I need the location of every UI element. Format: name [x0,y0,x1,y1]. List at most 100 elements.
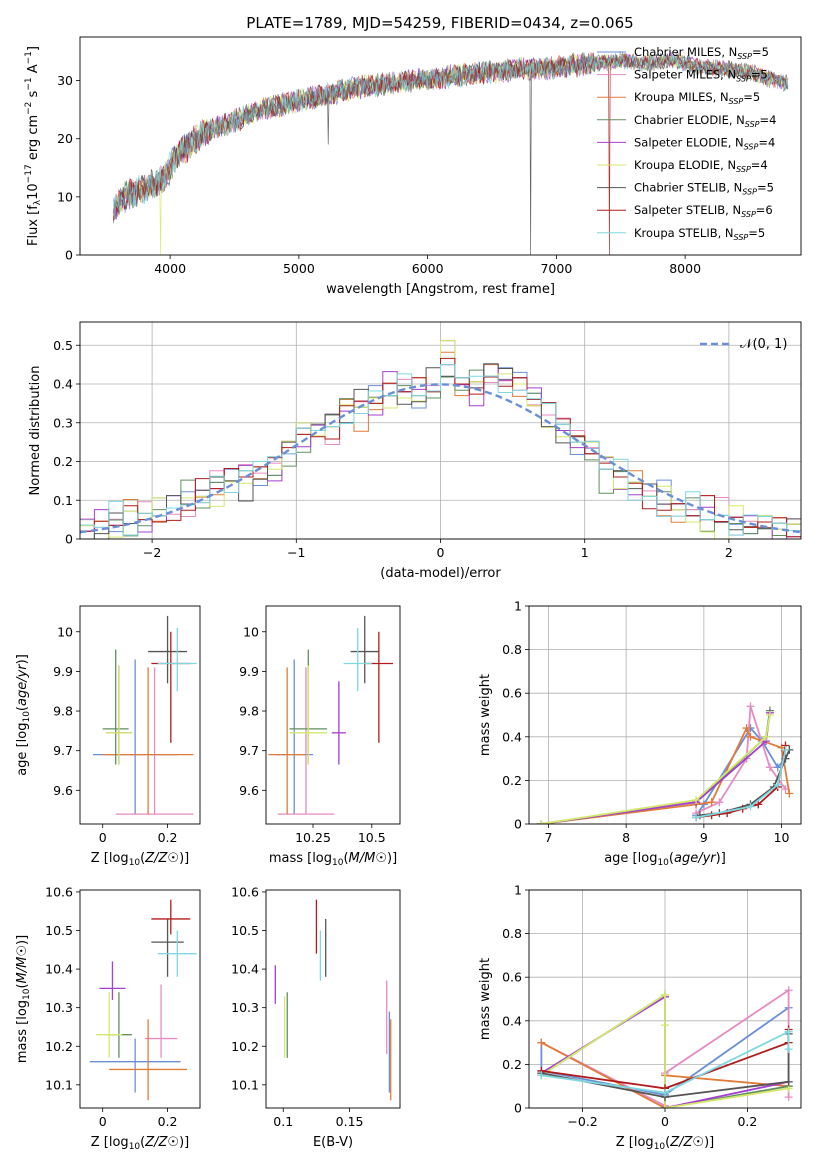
y-tick-label: 0 [65,532,73,547]
y-tick-label: 10.2 [45,1039,73,1054]
y-tick-label: 0.6 [502,686,522,701]
legend-entry: Kroupa MILES, NSSP=5 [634,90,760,106]
legend-entry: Kroupa ELODIE, NSSP=4 [634,158,768,174]
label-part: 10 [129,858,141,868]
label-part: Z [log [616,1135,654,1150]
label-part: =5 [751,68,768,82]
label-part: SSP [734,233,749,242]
x-tick-label: 0.2 [737,1114,757,1129]
weight-line-kroupa-elodie [540,714,771,824]
label-part: Flux [f [26,205,41,246]
y-tick-label: 10.1 [231,1077,259,1092]
y-tick-label: 10 [243,624,259,639]
x-tick-label: 0.1 [273,1114,293,1129]
label-part: Z [log [91,851,129,866]
y-tick-label: 9.9 [53,664,73,679]
plot-area [537,986,793,1108]
label-part: ( [343,851,348,866]
label-part: Chabrier ELODIE, N [634,113,745,127]
label-part: )] [15,654,30,664]
y-tick-label: 0.6 [502,970,522,985]
label-part: =6 [756,203,773,217]
x-tick-label: 7 [544,830,552,845]
weight-marker [661,990,669,999]
x-tick-label: −2 [143,545,161,560]
weight-marker [784,1077,793,1086]
label-part: −17 [24,164,34,183]
weight-marker [784,986,793,995]
weight-marker [707,798,716,807]
label-part: =5 [752,45,769,59]
legend-entry: 𝒩(0, 1) [740,337,787,352]
label-part: Kroupa STELIB, N [634,226,734,240]
weight-marker [661,1021,669,1030]
weight-line-chabrier-stelib [541,1033,790,1099]
x-axis-label: Z [log10(Z/Z☉)] [91,851,189,868]
x-axis-label: wavelength [Angstrom, rest frame] [326,282,555,297]
x-tick-label: 0.2 [158,830,178,845]
plot-area [268,615,393,815]
y-tick-label: 10.6 [231,884,259,899]
x-axis-label: (data-model)/error [380,566,501,581]
weight-line-kroupa-stelib [541,1030,790,1094]
x-tick-label: 0.2 [158,1114,178,1129]
y-axis-label: mass weight [478,674,493,756]
label-part: ] [26,46,41,51]
y-tick-label: 10.3 [45,1000,73,1015]
y-tick-label: 9.8 [53,704,73,719]
normal-curve [80,383,801,534]
label-part: 10 [654,1142,666,1152]
y-tick-label: 1 [514,599,522,614]
label-part: −1 [24,51,34,64]
label-part: Kroupa ELODIE, N [634,158,736,172]
label-part: ( [15,983,30,988]
plot-area [536,702,794,824]
label-part: erg cm [26,115,41,164]
label-part: )] [704,1135,714,1150]
label-part: SSP [729,97,744,106]
label-part: =5 [748,226,765,240]
weight-marker [773,780,782,789]
x-tick-label: −0.2 [567,1114,597,1129]
y-tick-label: 10 [57,189,73,204]
x-tick-label: 0 [661,1114,669,1129]
label-part: 10 [22,988,32,1000]
weight-marker [537,1071,546,1080]
axes-mass-vs-Z: 0 0.210.110.210.310.410.510.6Z [log10(Z/Z… [15,884,201,1152]
axes-frame [265,889,401,1109]
y-tick-label: 10.2 [231,1039,259,1054]
plot-area [274,899,392,1101]
x-tick-label: 10 [774,830,790,845]
label-part: Z/Z☉ [144,1135,179,1150]
axes-frame [79,36,802,256]
label-part: Chabrier MILES, N [634,45,737,59]
label-part: 10 [129,1142,141,1152]
y-tick-label: 10.5 [45,923,73,938]
axes-spectrum: 4000 5000 6000 7000 8000 0 10 20 30 Chabrier MILE… [24,36,802,297]
label-part: SSP [745,120,760,129]
x-axis-label: Z [log10(Z/Z☉)] [91,1135,189,1152]
y-axis-label: Flux [fλ10−17 erg cm−2 s−1 A−1] [24,46,43,246]
label-part: M/M☉ [15,945,30,983]
x-axis-label: E(B-V) [313,1135,353,1150]
weight-marker [784,1093,793,1102]
weight-marker [742,724,751,733]
legend-entry: Salpeter MILES, NSSP=5 [634,68,768,84]
x-tick-label: 1 [581,545,589,560]
label-part: Salpeter STELIB, N [634,203,741,217]
y-tick-label: 0.5 [53,338,73,353]
weight-marker [773,763,782,772]
spectrum-data-line [113,51,789,218]
axes-mass-vs-EBV: 0.1 0.15 10.1 10.2 10.3 10.4 10.5 10.6 E(B-V) [231,884,401,1150]
weight-marker [765,763,774,772]
y-tick-label: 9.6 [239,783,259,798]
x-axis-label: mass [log10(M/M☉)] [269,851,397,868]
x-tick-label: 2 [725,545,733,560]
legend-entry: Kroupa STELIB, NSSP=5 [634,226,765,242]
legend-entry: Salpeter ELODIE, NSSP=4 [634,135,775,151]
x-tick-label: 7000 [540,261,572,276]
label-part: 10 [26,183,41,200]
